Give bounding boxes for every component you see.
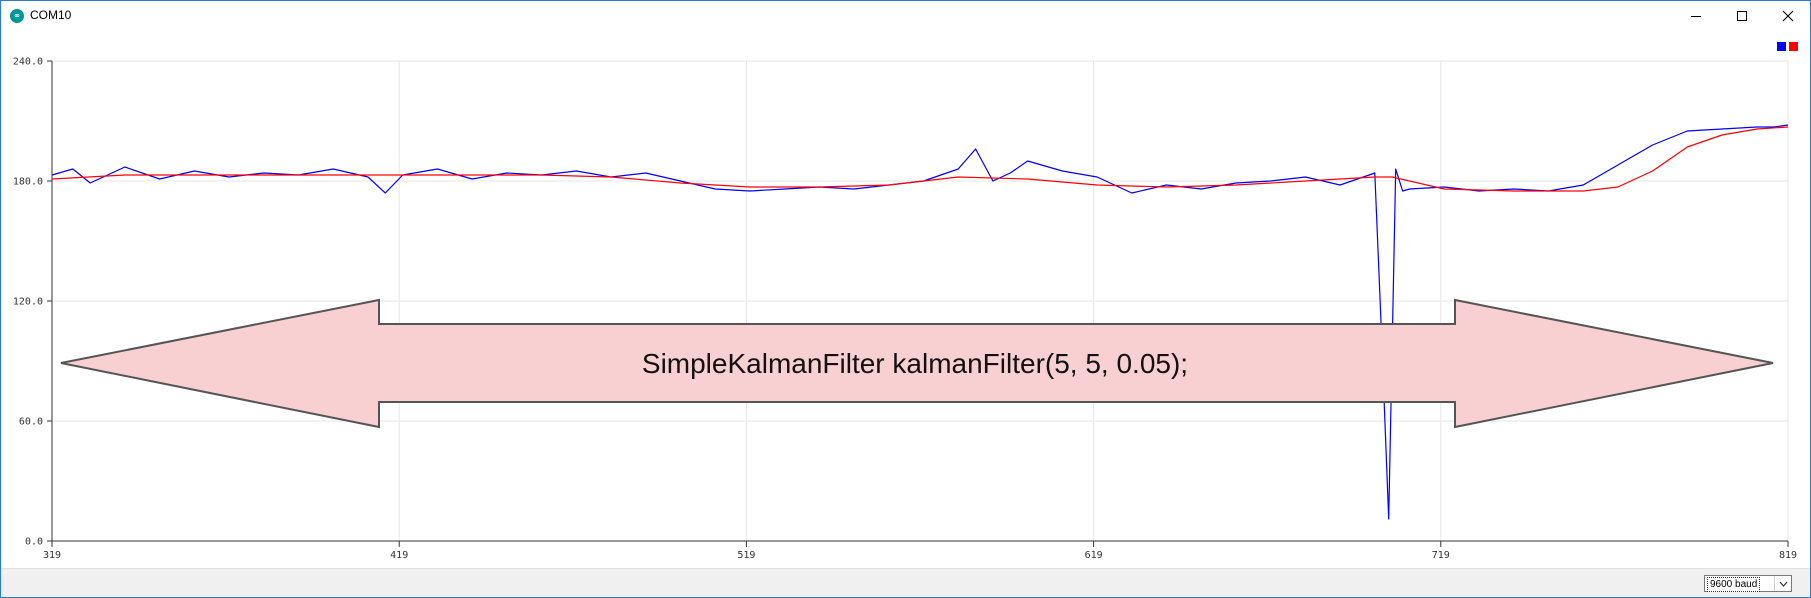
x-tick-label: 419: [390, 550, 408, 561]
y-tick-label: 240.0: [13, 57, 43, 68]
serial-plot-chart: 319 419 519 619 719 819 0.0 60.0 120.0 180.0 240.0…: [13, 42, 1798, 561]
arduino-icon: ∞: [10, 9, 24, 23]
double-arrow-annotation: [60, 298, 1774, 429]
legend-swatch-1: [1777, 42, 1786, 51]
status-bar: 9600 baud: [1, 568, 1810, 597]
y-tick-label: 180.0: [13, 177, 43, 188]
y-tick-label: 120.0: [13, 297, 43, 308]
x-tick-label: 519: [737, 550, 755, 561]
x-tick-label: 319: [43, 550, 61, 561]
y-tick-label: 60.0: [19, 417, 43, 428]
maximize-icon: [1737, 11, 1747, 21]
x-tick-label: 619: [1085, 550, 1103, 561]
maximize-button[interactable]: [1719, 1, 1765, 31]
x-tick-label: 719: [1432, 550, 1450, 561]
x-tick-label: 819: [1779, 550, 1797, 561]
window-title: COM10: [30, 8, 72, 22]
y-tick-label: 0.0: [25, 537, 43, 548]
close-button[interactable]: [1765, 1, 1810, 31]
baud-rate-value: 9600 baud: [1707, 577, 1761, 592]
series-line-2: [51, 126, 1789, 192]
close-icon: [1782, 10, 1794, 22]
minimize-button[interactable]: [1673, 1, 1719, 31]
title-bar[interactable]: ∞ COM10: [1, 1, 1810, 31]
minimize-icon: [1691, 16, 1701, 17]
annotation-text: SimpleKalmanFilter kalmanFilter(5, 5, 0.…: [642, 348, 1188, 379]
baud-rate-select[interactable]: 9600 baud: [1704, 575, 1792, 592]
chevron-down-icon: [1774, 576, 1791, 591]
legend-swatch-2: [1789, 42, 1798, 51]
